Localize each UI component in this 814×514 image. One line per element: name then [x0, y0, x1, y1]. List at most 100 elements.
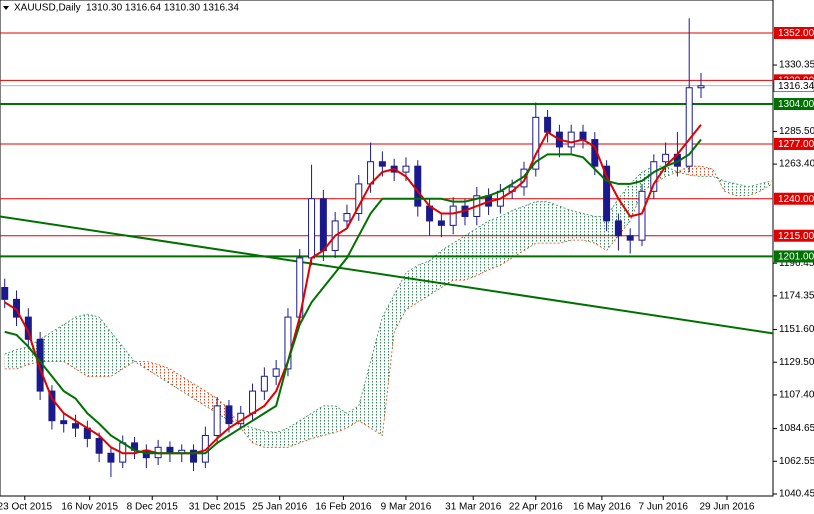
cloud-segment — [665, 166, 678, 177]
cloud-segment — [75, 314, 88, 377]
cloud-segment — [193, 383, 206, 406]
plot-area — [0, 0, 774, 497]
cloud-segment — [122, 346, 135, 369]
candle-body — [1, 287, 9, 300]
candle-body — [544, 116, 552, 133]
level-label: 1304.00 — [778, 99, 814, 110]
candle-body — [650, 161, 658, 192]
cloud-segment — [264, 431, 277, 448]
cloud-segment — [335, 405, 347, 433]
y-tick-label: 1040.45 — [779, 489, 814, 500]
candle-body — [272, 368, 280, 377]
level-tag — [774, 250, 814, 263]
candle-body — [638, 190, 646, 241]
level-label: 1215.00 — [778, 231, 814, 242]
last-price-tag — [773, 79, 814, 93]
y-tick-label: 1084.65 — [779, 423, 814, 434]
candle-body — [402, 165, 410, 173]
x-tick-label: 31 Dec 2015 — [189, 502, 246, 513]
cloud-segment — [512, 206, 524, 258]
cloud-segment — [453, 235, 465, 281]
cloud-segment — [87, 314, 100, 377]
cloud-segment — [476, 220, 489, 276]
x-tick-label: 16 May 2016 — [573, 502, 631, 513]
candle-body — [308, 198, 316, 259]
cloud-span — [4, 165, 772, 433]
y-tick-label: 1263.40 — [779, 159, 814, 170]
y-tick-label: 1285.50 — [779, 126, 814, 137]
cloud-segment — [99, 317, 111, 377]
candle-body — [614, 220, 622, 237]
candle-body — [662, 153, 670, 163]
cloud-segment — [394, 272, 406, 332]
cloud-segment — [299, 413, 312, 443]
cloud-segment — [630, 172, 643, 221]
cloud-segment — [240, 423, 253, 443]
candle-body — [48, 390, 56, 422]
candle-body — [107, 452, 115, 463]
candle-body — [95, 437, 103, 454]
cloud-segment — [748, 183, 761, 196]
y-tick-label: 1196.45 — [779, 258, 814, 269]
trendline — [0, 215, 774, 335]
candle-body — [72, 423, 80, 429]
cloud-segment — [276, 428, 288, 448]
ohlc: 1310.30 1316.64 1310.30 1316.34 — [86, 3, 239, 14]
cloud-segment — [51, 324, 64, 362]
candle-body — [378, 161, 386, 167]
cloud-segment — [16, 346, 29, 369]
candle-body — [437, 220, 445, 226]
level-label: 1352.00 — [778, 28, 814, 39]
cloud-segment — [523, 201, 536, 251]
x-tick-label: 29 Jun 2016 — [699, 502, 754, 513]
x-tick-label: 25 Jan 2016 — [252, 502, 307, 513]
candle-body — [697, 85, 705, 89]
x-tick-label: 16 Feb 2016 — [315, 502, 372, 513]
level-label: 1240.00 — [778, 194, 814, 205]
cloud-segment — [417, 260, 430, 303]
cloud-segment — [358, 361, 371, 429]
cloud-segment — [677, 166, 690, 176]
candle-body — [685, 87, 693, 167]
x-tick-label: 31 Mar 2016 — [445, 502, 502, 513]
menu-arrow — [3, 6, 9, 10]
x-tick-label: 22 Apr 2016 — [509, 502, 563, 513]
cloud-segment — [169, 368, 182, 392]
x-tick-label: 23 Oct 2015 — [0, 502, 52, 513]
cloud-segment — [382, 294, 395, 436]
cloud-segment — [464, 228, 477, 281]
indicator-line — [4, 124, 702, 455]
level-tag — [774, 26, 814, 39]
candle-body — [449, 205, 457, 226]
cloud-segment — [63, 317, 76, 369]
y-tick-label: 1174.35 — [779, 291, 814, 302]
indicator-line — [4, 138, 702, 455]
level-tag — [774, 192, 814, 205]
candle-body — [567, 131, 575, 148]
cloud-segment — [311, 405, 324, 439]
x-tick-label: 16 Nov 2015 — [61, 502, 118, 513]
candle-body — [201, 434, 209, 463]
candle-body — [213, 405, 221, 436]
cloud-segment — [594, 216, 607, 251]
y-tick-label: 1062.55 — [779, 456, 814, 467]
candle-body — [603, 165, 611, 222]
cloud-segment — [429, 250, 442, 295]
cloud-segment — [488, 216, 501, 270]
cloud-segment — [606, 198, 619, 251]
cloud-segment — [547, 201, 560, 244]
cloud-segment — [689, 166, 702, 177]
cloud-segment — [736, 183, 749, 196]
cloud-segment — [252, 428, 265, 448]
candle-body — [626, 235, 634, 241]
candle-body — [532, 116, 540, 170]
cloud-segment — [158, 364, 170, 384]
cloud-segment — [500, 210, 513, 266]
candle-body — [260, 375, 268, 392]
candle-body — [225, 405, 233, 425]
cloud-segment — [146, 361, 159, 377]
x-tick-label: 8 Dec 2015 — [127, 502, 179, 513]
cloud-segment — [441, 243, 454, 288]
y-tick-label: 1330.35 — [779, 60, 814, 71]
